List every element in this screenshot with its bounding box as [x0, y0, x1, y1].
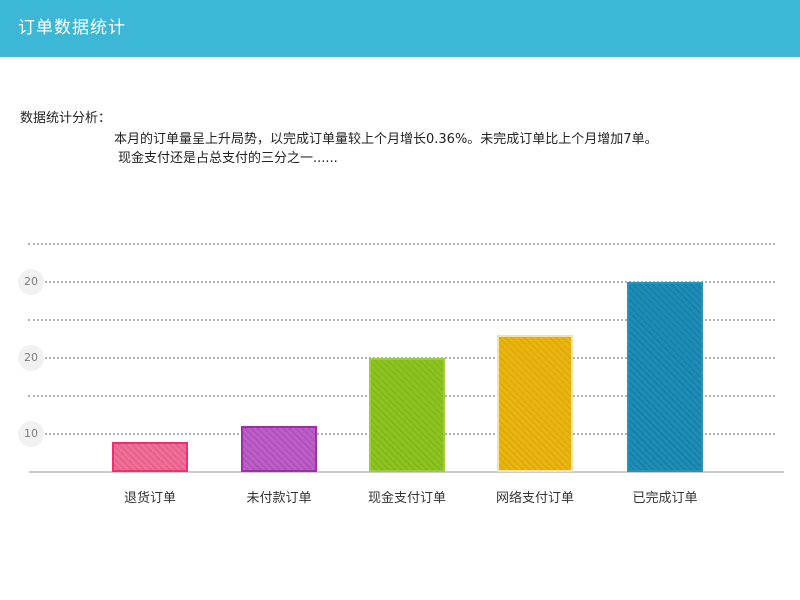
- x-axis-label: 网络支付订单: [495, 491, 574, 506]
- header: 订单数据统计: [0, 0, 800, 57]
- bar-退货订单: [112, 442, 188, 472]
- bar-未付款订单: [241, 426, 317, 472]
- y-axis-tick-label: 20: [18, 269, 44, 295]
- y-axis-tick-label: 10: [18, 421, 44, 447]
- x-axis-label: 未付款订单: [246, 491, 312, 506]
- x-axis-label: 退货订单: [123, 491, 176, 506]
- x-axis-line: [29, 471, 784, 473]
- gridline: [28, 281, 775, 283]
- gridline: [28, 243, 775, 245]
- x-axis-label: 已完成订单: [632, 491, 698, 506]
- x-axis-label: 现金支付订单: [367, 491, 446, 506]
- bar-网络支付订单: [497, 335, 573, 472]
- bar-现金支付订单: [369, 358, 445, 472]
- page-title: 订单数据统计: [18, 18, 126, 38]
- analysis-text-line: 现金支付还是占总支付的三分之一......: [118, 151, 338, 166]
- bar-已完成订单: [627, 282, 703, 472]
- analysis-text-line: 本月的订单量呈上升局势，以完成订单量较上个月增长0.36%。未完成订单比上个月增…: [114, 132, 658, 147]
- y-axis-tick-label: 20: [18, 345, 44, 371]
- gridline: [28, 319, 775, 321]
- analysis-label: 数据统计分析：: [20, 111, 112, 126]
